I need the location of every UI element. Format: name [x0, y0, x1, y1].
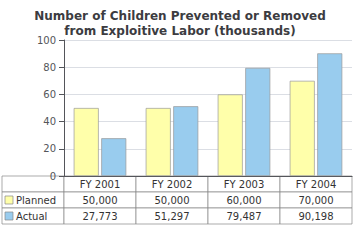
svg-text:Planned: Planned: [16, 195, 56, 206]
svg-text:27,773: 27,773: [83, 211, 118, 222]
svg-text:Actual: Actual: [16, 211, 47, 222]
svg-text:FY 2003: FY 2003: [224, 179, 265, 190]
svg-text:50,000: 50,000: [155, 195, 190, 206]
svg-text:51,297: 51,297: [155, 211, 190, 222]
svg-text:0: 0: [50, 171, 56, 182]
svg-text:60: 60: [43, 89, 56, 100]
svg-text:60,000: 60,000: [227, 195, 262, 206]
svg-text:90,198: 90,198: [299, 211, 334, 222]
svg-text:100: 100: [37, 35, 56, 46]
svg-text:FY 2002: FY 2002: [152, 179, 193, 190]
svg-text:FY 2001: FY 2001: [80, 179, 121, 190]
svg-text:50,000: 50,000: [83, 195, 118, 206]
svg-text:FY 2004: FY 2004: [296, 179, 337, 190]
svg-text:79,487: 79,487: [227, 211, 262, 222]
svg-text:Number of Children Prevented o: Number of Children Prevented or Removed: [34, 9, 326, 23]
svg-text:from Exploitive Labor (thousan: from Exploitive Labor (thousands): [64, 24, 295, 38]
svg-text:70,000: 70,000: [299, 195, 334, 206]
svg-text:40: 40: [43, 116, 56, 127]
svg-text:20: 20: [43, 143, 56, 154]
svg-text:80: 80: [43, 62, 56, 73]
